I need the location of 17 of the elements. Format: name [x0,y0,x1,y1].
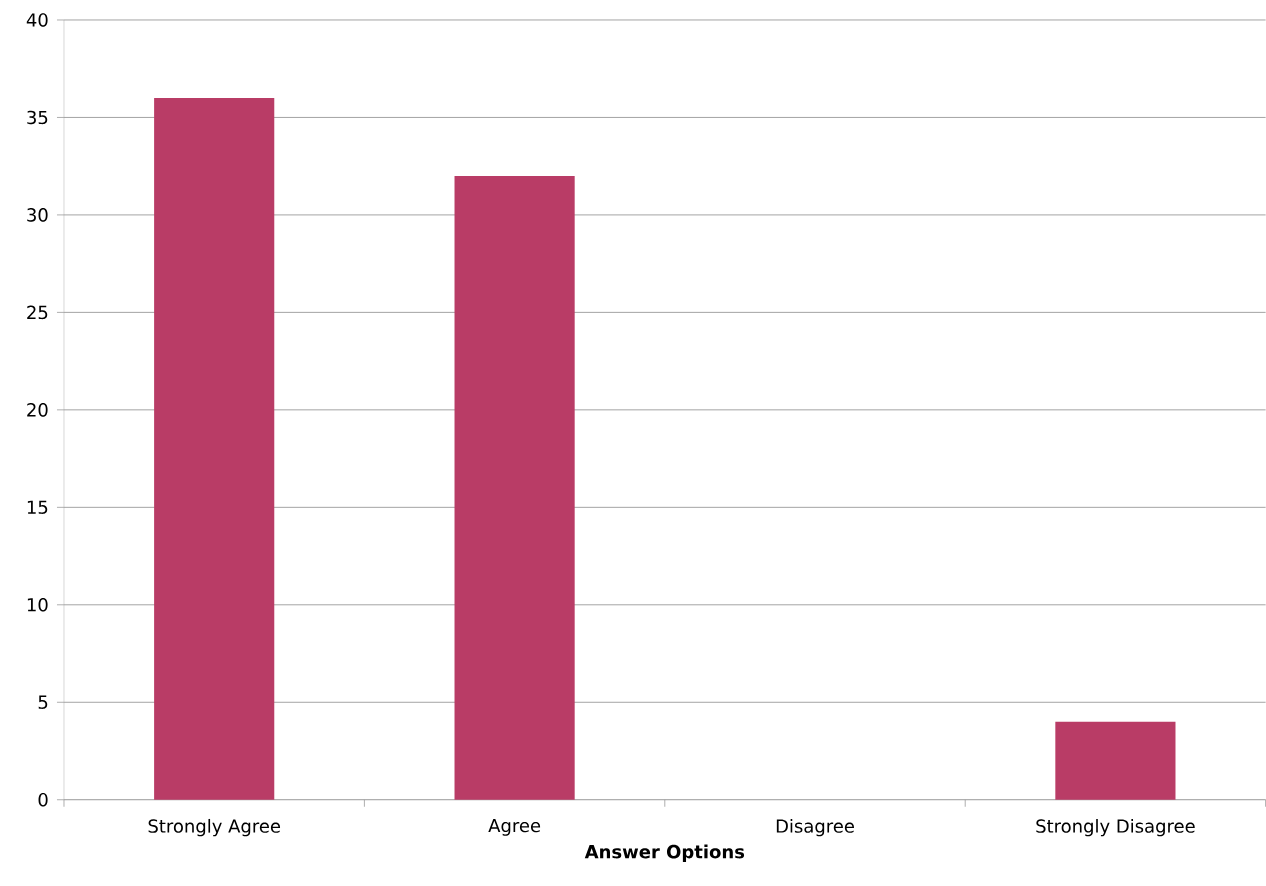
bar [154,98,275,800]
y-tick-label: 0 [38,793,48,807]
y-tick-label: 15 [27,500,48,515]
y-tick-label: 10 [27,598,48,612]
y-tick-label: 35 [27,110,48,125]
bar [454,176,575,800]
y-tick-label: 25 [27,305,48,320]
x-tick-label: Disagree [776,819,854,837]
y-tick-label: 40 [26,13,48,27]
y-tick-label: 30 [27,208,48,222]
x-axis-title: Answer Options [584,844,745,863]
y-tick-label: 5 [38,695,48,710]
y-tick-label: 20 [27,403,48,417]
x-tick-label: Agree [488,819,541,836]
bar [1055,721,1176,800]
x-tick-label: Strongly Agree [148,819,281,837]
x-tick-label: Strongly Disagree [1036,819,1195,837]
